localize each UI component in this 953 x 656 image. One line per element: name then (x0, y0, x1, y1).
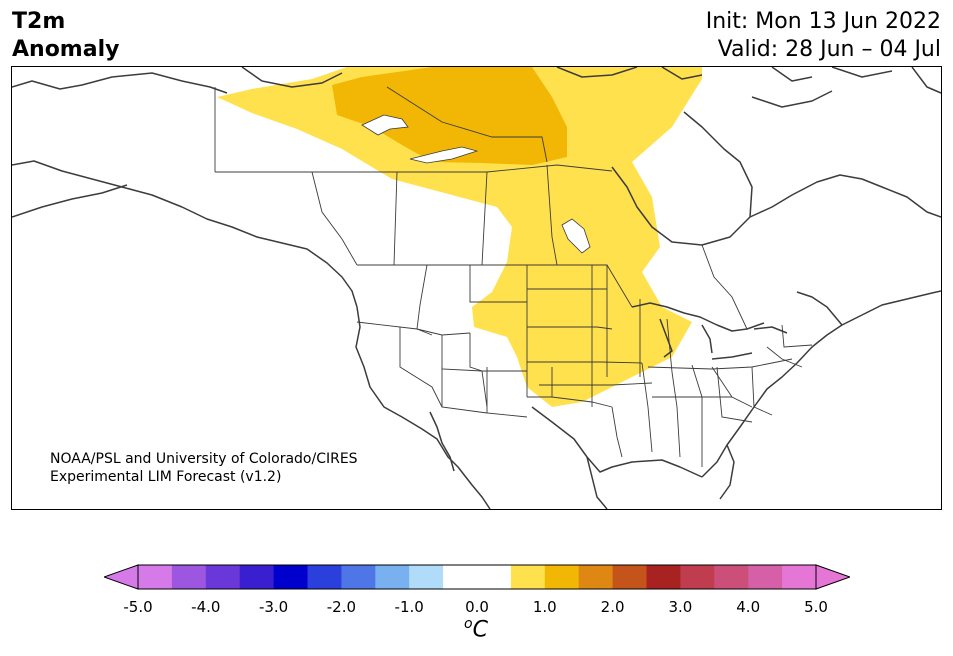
colorbar-segment (477, 565, 512, 589)
colorbar-segment (714, 565, 749, 589)
colorbar-tick-label: -5.0 (123, 598, 153, 616)
colorbar-segment (578, 565, 614, 589)
colorbar-segment (782, 565, 817, 589)
colorbar-segment (138, 565, 173, 589)
colorbar-segment (273, 565, 308, 589)
admin-borders (214, 86, 813, 467)
valid-date: Valid: 28 Jun – 04 Jul (717, 37, 941, 62)
colorbar-segment (646, 565, 681, 589)
credit-line-1: NOAA/PSL and University of Colorado/CIRE… (50, 451, 358, 467)
unit-celsius: C (472, 617, 488, 643)
colorbar-tick-label: -4.0 (191, 598, 221, 616)
colorbar-segment (205, 565, 241, 589)
map-title: T2m Anomaly (12, 8, 119, 64)
colorbar-segment (748, 565, 783, 589)
colorbar-segment (375, 565, 410, 589)
coastlines (12, 67, 941, 509)
colorbar (104, 564, 850, 590)
forecast-dates: Init: Mon 13 Jun 2022 Valid: 28 Jun – 04… (706, 8, 941, 64)
credit-line-2: Experimental LIM Forecast (v1.2) (50, 469, 282, 485)
colorbar-segment (409, 565, 444, 589)
colorbar-tick-label: -3.0 (258, 598, 289, 616)
colorbar-tick-label: 5.0 (804, 598, 828, 616)
colorbar-tick-label: 3.0 (668, 598, 693, 616)
colorbar-segment (239, 565, 275, 589)
anomaly-map: NOAA/PSL and University of Colorado/CIRE… (11, 66, 942, 510)
title-subtitle: Anomaly (12, 37, 120, 62)
init-date: Init: Mon 13 Jun 2022 (705, 9, 941, 34)
colorbar-segment (307, 565, 342, 589)
colorbar-tick-label: 4.0 (736, 598, 761, 616)
colorbar-outline (137, 564, 817, 590)
colorbar-tick-label: -1.0 (394, 598, 424, 616)
colorbar-unit: oC (464, 616, 488, 642)
great-slave-lake (409, 146, 479, 164)
colorbar-segment (680, 565, 715, 589)
unit-degree: o (464, 616, 473, 632)
anomaly-region-medium (332, 67, 567, 165)
anomaly-region-light (217, 67, 702, 407)
colorbar-under-arrow (104, 564, 139, 590)
colorbar-segment (612, 565, 647, 589)
colorbar-tick-label: 2.0 (600, 598, 625, 616)
colorbar-tick-label: 0.0 (465, 598, 489, 616)
colorbar-segment (510, 565, 546, 589)
great-bear-lake (361, 114, 409, 136)
colorbar-segment (171, 565, 207, 589)
colorbar-over-arrow (815, 564, 850, 590)
colorbar-tick-label: -2.0 (326, 598, 357, 616)
colorbar-segment (443, 565, 478, 589)
colorbar-segment (341, 565, 376, 589)
colorbar-segments (138, 565, 817, 589)
lake-winnipeg (561, 218, 591, 254)
colorbar-tick-label: 1.0 (532, 598, 557, 616)
title-variable: T2m (12, 9, 66, 34)
map-canvas (12, 67, 941, 509)
colorbar-segment (544, 565, 580, 589)
credit-text: NOAA/PSL and University of Colorado/CIRE… (50, 450, 358, 486)
